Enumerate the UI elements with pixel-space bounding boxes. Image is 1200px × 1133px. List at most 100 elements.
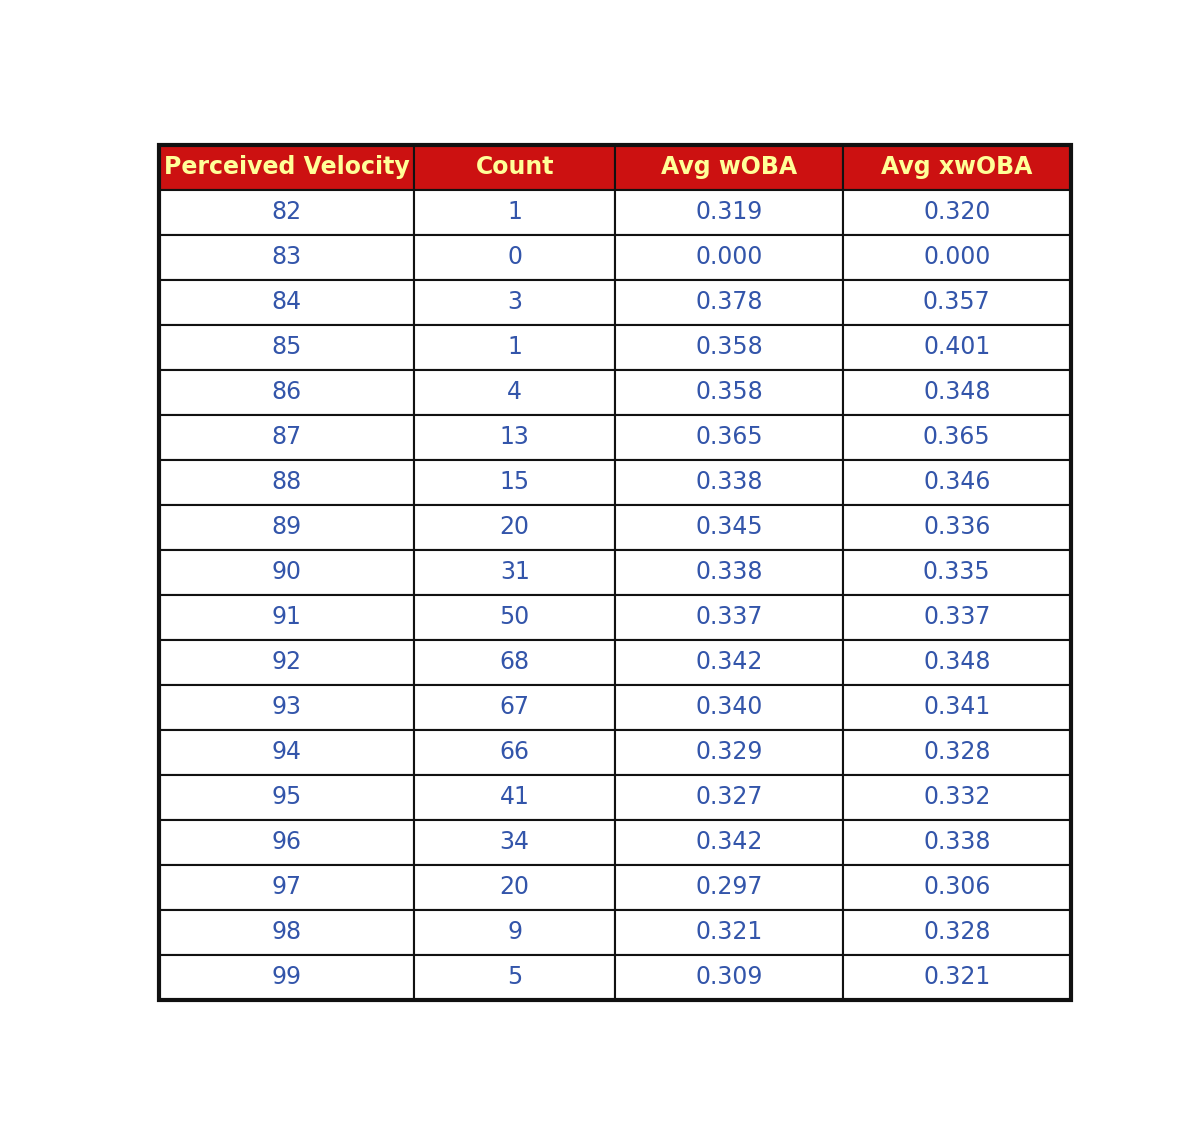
Bar [616, 730, 842, 775]
Text: 0.329: 0.329 [695, 740, 763, 764]
Bar [616, 369, 842, 415]
Text: 20: 20 [499, 875, 529, 900]
Text: 0.358: 0.358 [695, 335, 763, 359]
Bar [160, 145, 414, 189]
Text: Avg xwOBA: Avg xwOBA [881, 155, 1032, 179]
Text: 0.332: 0.332 [923, 785, 990, 809]
Bar [414, 640, 616, 684]
Text: 0.338: 0.338 [695, 560, 763, 585]
Bar [842, 550, 1070, 595]
Bar [842, 819, 1070, 864]
Text: 84: 84 [272, 290, 302, 314]
Text: 0.327: 0.327 [695, 785, 763, 809]
Bar [160, 864, 414, 910]
Bar [842, 910, 1070, 955]
Text: 85: 85 [271, 335, 302, 359]
Text: 92: 92 [272, 650, 302, 674]
Text: 0.337: 0.337 [923, 605, 990, 629]
Bar [842, 415, 1070, 460]
Bar [616, 280, 842, 325]
Bar [616, 864, 842, 910]
Text: 94: 94 [272, 740, 302, 764]
Bar [160, 550, 414, 595]
Bar [160, 235, 414, 280]
Bar [160, 640, 414, 684]
Text: 9: 9 [508, 920, 522, 944]
Bar [616, 415, 842, 460]
Bar [842, 504, 1070, 550]
Text: 89: 89 [272, 516, 302, 539]
Bar [842, 730, 1070, 775]
Bar [160, 415, 414, 460]
Bar [616, 325, 842, 369]
Text: 0.336: 0.336 [923, 516, 990, 539]
Text: 0: 0 [508, 245, 522, 270]
Text: 34: 34 [499, 830, 529, 854]
Bar [160, 775, 414, 819]
Bar [414, 460, 616, 504]
Bar [616, 235, 842, 280]
Bar [414, 775, 616, 819]
Bar [414, 189, 616, 235]
Text: 0.365: 0.365 [695, 425, 763, 449]
Bar [616, 775, 842, 819]
Bar [414, 325, 616, 369]
Bar [842, 684, 1070, 730]
Text: 87: 87 [272, 425, 302, 449]
Text: 82: 82 [272, 201, 302, 224]
Text: 93: 93 [272, 696, 302, 719]
Text: 1: 1 [508, 201, 522, 224]
Text: 0.000: 0.000 [923, 245, 990, 270]
Bar [414, 280, 616, 325]
Text: 95: 95 [271, 785, 302, 809]
Bar [616, 460, 842, 504]
Bar [160, 819, 414, 864]
Text: 0.341: 0.341 [923, 696, 990, 719]
Bar [842, 145, 1070, 189]
Bar [160, 189, 414, 235]
Bar [616, 640, 842, 684]
Text: 97: 97 [272, 875, 302, 900]
Text: 0.309: 0.309 [695, 965, 763, 989]
Text: 0.337: 0.337 [695, 605, 763, 629]
Text: 0.328: 0.328 [923, 920, 990, 944]
Bar [842, 325, 1070, 369]
Text: 0.321: 0.321 [923, 965, 990, 989]
Bar [842, 280, 1070, 325]
Text: 20: 20 [499, 516, 529, 539]
Text: 91: 91 [272, 605, 302, 629]
Text: 0.348: 0.348 [923, 650, 990, 674]
Bar [160, 595, 414, 640]
Bar [160, 325, 414, 369]
Text: 86: 86 [272, 381, 302, 404]
Text: 67: 67 [499, 696, 529, 719]
Text: 66: 66 [499, 740, 529, 764]
Bar [842, 235, 1070, 280]
Text: 0.000: 0.000 [695, 245, 763, 270]
Text: 0.348: 0.348 [923, 381, 990, 404]
Text: 0.342: 0.342 [695, 650, 763, 674]
Bar [842, 864, 1070, 910]
Text: Count: Count [475, 155, 554, 179]
Bar [616, 145, 842, 189]
Text: 0.306: 0.306 [923, 875, 990, 900]
Text: Avg wOBA: Avg wOBA [661, 155, 797, 179]
Text: 15: 15 [499, 470, 530, 494]
Text: 68: 68 [499, 650, 530, 674]
Text: 0.338: 0.338 [695, 470, 763, 494]
Bar [414, 550, 616, 595]
Text: 0.358: 0.358 [695, 381, 763, 404]
Text: 0.342: 0.342 [695, 830, 763, 854]
Text: 88: 88 [271, 470, 302, 494]
Bar [842, 369, 1070, 415]
Text: 31: 31 [500, 560, 529, 585]
Bar [414, 819, 616, 864]
Text: Perceived Velocity: Perceived Velocity [164, 155, 409, 179]
Text: 0.340: 0.340 [695, 696, 763, 719]
Bar [842, 955, 1070, 999]
Bar [160, 910, 414, 955]
Bar [414, 145, 616, 189]
Text: 0.319: 0.319 [695, 201, 762, 224]
Text: 0.297: 0.297 [695, 875, 763, 900]
Text: 98: 98 [272, 920, 302, 944]
